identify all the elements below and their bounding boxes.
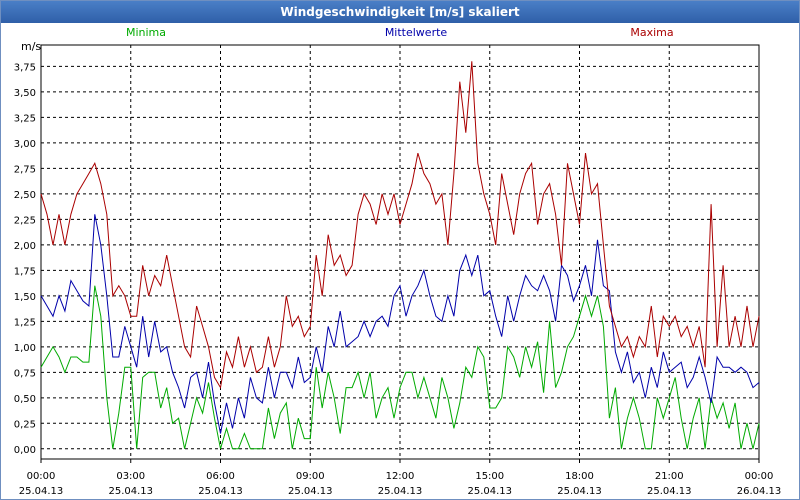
x-tick-date-label: 25.04.13 bbox=[467, 486, 512, 497]
y-axis-labels: 0,00 0,25 0,50 0,75 1,00 1,25 1,50 1,75 2,00 2,25… bbox=[14, 62, 36, 455]
window-title: Windgeschwindigkeit [m/s] skaliert bbox=[1, 1, 799, 23]
x-tick-time-label: 21:00 bbox=[655, 471, 684, 482]
x-tick-date-label: 25.04.13 bbox=[378, 486, 423, 497]
y-tick-label: 3,00 bbox=[14, 139, 36, 150]
y-tick-label: 0,75 bbox=[14, 368, 36, 379]
x-tick-time-label: 09:00 bbox=[296, 471, 325, 482]
y-axis-unit-label: m/s bbox=[21, 40, 41, 53]
y-tick-label: 0,50 bbox=[14, 394, 36, 405]
x-tick-time-label: 18:00 bbox=[565, 471, 594, 482]
x-tick-date-label: 26.04.13 bbox=[737, 486, 782, 497]
series-line-mittelwerte bbox=[40, 214, 760, 434]
x-tick-time-label: 00:00 bbox=[27, 471, 56, 482]
legend-mittelwerte: Mittelwerte bbox=[385, 26, 448, 39]
legend-maxima: Maxima bbox=[630, 26, 673, 39]
legend: Minima Mittelwerte Maxima bbox=[126, 26, 674, 39]
y-tick-label: 1,00 bbox=[14, 343, 36, 354]
y-tick-label: 1,50 bbox=[14, 292, 36, 303]
y-tick-label: 2,00 bbox=[14, 241, 36, 252]
y-tick-label: 3,75 bbox=[14, 62, 36, 73]
x-tick-time-label: 12:00 bbox=[386, 471, 415, 482]
x-tick-date-label: 25.04.13 bbox=[108, 486, 153, 497]
series-line-minima bbox=[40, 285, 760, 450]
series-layer bbox=[40, 61, 760, 450]
series-line-maxima bbox=[40, 61, 760, 390]
x-tick-date-label: 25.04.13 bbox=[557, 486, 602, 497]
y-tick-label: 1,25 bbox=[14, 317, 36, 328]
y-tick-label: 0,00 bbox=[14, 445, 36, 456]
y-tick-label: 3,50 bbox=[14, 88, 36, 99]
y-tick-label: 2,50 bbox=[14, 190, 36, 201]
x-tick-date-label: 25.04.13 bbox=[19, 486, 64, 497]
y-tick-label: 0,25 bbox=[14, 419, 36, 430]
y-tick-label: 2,75 bbox=[14, 164, 36, 175]
y-tick-label: 2,25 bbox=[14, 215, 36, 226]
y-tick-label: 3,25 bbox=[14, 113, 36, 124]
x-tick-time-label: 00:00 bbox=[745, 471, 774, 482]
x-axis-labels: 00:00 25.04.13 03:00 25.04.13 06:00 25.04.13 0… bbox=[19, 459, 782, 497]
grid-lines bbox=[41, 45, 759, 459]
x-tick-date-label: 25.04.13 bbox=[288, 486, 333, 497]
x-tick-time-label: 03:00 bbox=[116, 471, 145, 482]
x-tick-date-label: 25.04.13 bbox=[647, 486, 692, 497]
y-tick-label: 1,75 bbox=[14, 266, 36, 277]
legend-minima: Minima bbox=[126, 26, 166, 39]
x-tick-time-label: 06:00 bbox=[206, 471, 235, 482]
x-tick-time-label: 15:00 bbox=[475, 471, 504, 482]
x-tick-date-label: 25.04.13 bbox=[198, 486, 243, 497]
